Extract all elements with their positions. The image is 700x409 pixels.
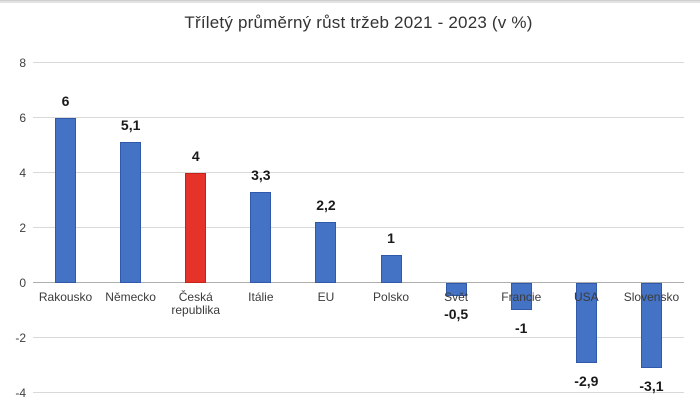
value-label: 3,3	[251, 166, 271, 183]
gridline	[33, 337, 684, 339]
gridline	[33, 117, 684, 119]
y-axis-tick-label: 4	[19, 165, 26, 180]
category-label: USA	[574, 289, 599, 304]
value-label: 5,1	[120, 117, 141, 134]
value-label: -3,1	[639, 378, 664, 395]
category-label: Rakousko	[38, 289, 93, 304]
top-border-line	[0, 0, 700, 3]
bar-slovensko	[640, 282, 662, 368]
category-label: Polsko	[373, 289, 410, 304]
value-label: 4	[191, 147, 200, 164]
category-label: Svět	[444, 289, 469, 304]
category-label: Slovensko	[623, 289, 680, 304]
value-label: 2,2	[316, 197, 336, 214]
bar-rakousko	[55, 117, 77, 283]
bar-eu	[315, 222, 337, 283]
bar-sv-t	[445, 282, 467, 297]
y-axis-tick-label: -2	[15, 330, 26, 345]
category-label: Německo	[105, 289, 156, 304]
bar-francie	[510, 282, 532, 311]
bar-n-mecko	[120, 142, 142, 283]
chart-title: Tříletý průměrný růst tržeb 2021 - 2023 …	[184, 13, 533, 32]
category-label: Česká republika	[171, 289, 221, 317]
category-label: Francie	[501, 289, 542, 304]
category-label: Itálie	[248, 289, 274, 304]
value-label: -1	[515, 320, 528, 337]
bar--esk-republika	[185, 172, 207, 283]
y-axis-tick-label: -4	[15, 385, 26, 400]
zero-axis-line	[33, 282, 684, 284]
value-label: 6	[61, 92, 70, 109]
value-label: -0,5	[444, 306, 469, 323]
gridline	[33, 62, 684, 63]
y-axis-tick-label: 8	[19, 55, 26, 70]
y-axis-tick-label: 0	[19, 275, 26, 290]
gridline	[33, 172, 684, 174]
category-label: EU	[317, 289, 335, 304]
gridline	[33, 392, 684, 394]
gridline	[33, 227, 684, 229]
bar-usa	[575, 282, 597, 363]
value-label: -2,9	[574, 372, 599, 389]
bar-it-lie	[250, 191, 272, 283]
value-label: 1	[387, 230, 395, 247]
y-axis-tick-label: 6	[19, 110, 26, 125]
y-axis-tick-label: 2	[19, 220, 26, 235]
bar-polsko	[380, 255, 402, 283]
